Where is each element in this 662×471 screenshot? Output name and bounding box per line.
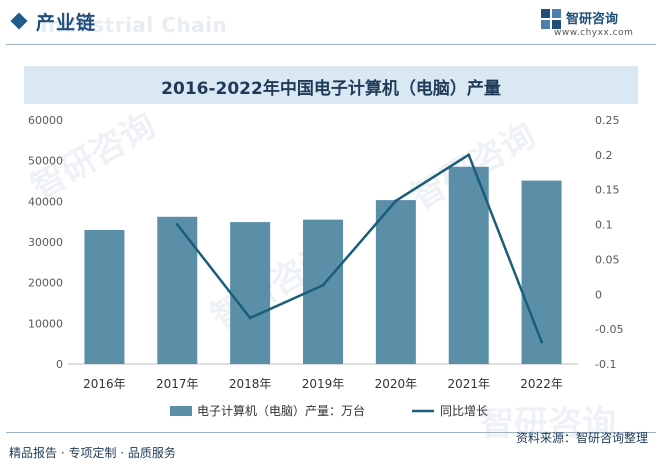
brand-logo-icon — [541, 9, 561, 29]
y-left-tick-label: 60000 — [28, 114, 63, 127]
y-left-tick-label: 20000 — [28, 277, 63, 290]
x-tick-label: 2021年 — [447, 377, 490, 391]
section-title: 产业链 — [36, 12, 97, 34]
x-tick-label: 2019年 — [302, 377, 345, 391]
y-right-tick-label: 0.2 — [595, 149, 613, 162]
y-right-tick-label: 0.15 — [595, 184, 620, 197]
bar — [157, 216, 198, 364]
y-right-tick-label: 0.25 — [595, 114, 620, 127]
growth-point — [321, 283, 325, 287]
y-right-tick-label: 0 — [595, 288, 602, 301]
growth-point — [394, 199, 398, 203]
x-tick-label: 2017年 — [156, 377, 199, 391]
chart-title-band: 2016-2022年中国电子计算机（电脑）产量 — [24, 66, 638, 104]
growth-point — [540, 340, 544, 344]
bar — [230, 222, 271, 364]
header-watermark: Industrial Chain — [40, 13, 228, 37]
x-tick-label: 2020年 — [375, 377, 418, 391]
y-right-tick-label: 0.1 — [595, 219, 613, 232]
chart-title: 2016-2022年中国电子计算机（电脑）产量 — [161, 79, 501, 99]
y-right-tick-label: -0.05 — [595, 323, 623, 336]
source-note: 资料来源：智研咨询整理 — [515, 431, 648, 445]
footer-divider — [6, 432, 656, 433]
legend-swatch-bar — [170, 406, 192, 416]
growth-point — [248, 316, 252, 320]
legend-label-bar: 电子计算机（电脑）产量：万台 — [197, 403, 365, 418]
header: Industrial Chain 产业链 智研咨询 www.chyxx.com — [0, 0, 662, 46]
y-left-tick-label: 30000 — [28, 236, 63, 249]
brand: 智研咨询 www.chyxx.com — [540, 6, 650, 42]
plot-area: 0 10000 20000 30000 40000 50000 60000 -0.1 -0.05… — [28, 114, 623, 418]
footer-tagline: 精品报告 · 专项定制 · 品质服务 — [9, 446, 176, 460]
brand-name: 智研咨询 — [566, 12, 619, 27]
y-left-tick-label: 10000 — [28, 317, 63, 330]
y-left-tick-label: 0 — [56, 358, 63, 371]
growth-point — [175, 223, 179, 227]
watermark: 智研咨询 — [480, 404, 616, 444]
x-tick-label: 2022年 — [520, 377, 563, 391]
bar — [448, 166, 489, 364]
growth-line — [176, 153, 543, 343]
bar — [375, 200, 416, 364]
y-right-tick-label: 0.05 — [595, 253, 620, 266]
bar — [521, 180, 562, 364]
growth-point — [467, 153, 471, 157]
legend-label-line: 同比增长 — [440, 404, 488, 418]
y-right-tick-label: -0.1 — [595, 358, 616, 371]
x-tick-label: 2018年 — [229, 377, 272, 391]
bar — [84, 230, 125, 364]
y-left-tick-label: 50000 — [28, 155, 63, 168]
y-left-tick-label: 40000 — [28, 195, 63, 208]
brand-url: www.chyxx.com — [554, 28, 634, 38]
x-tick-label: 2016年 — [83, 377, 126, 391]
header-divider — [6, 44, 656, 45]
